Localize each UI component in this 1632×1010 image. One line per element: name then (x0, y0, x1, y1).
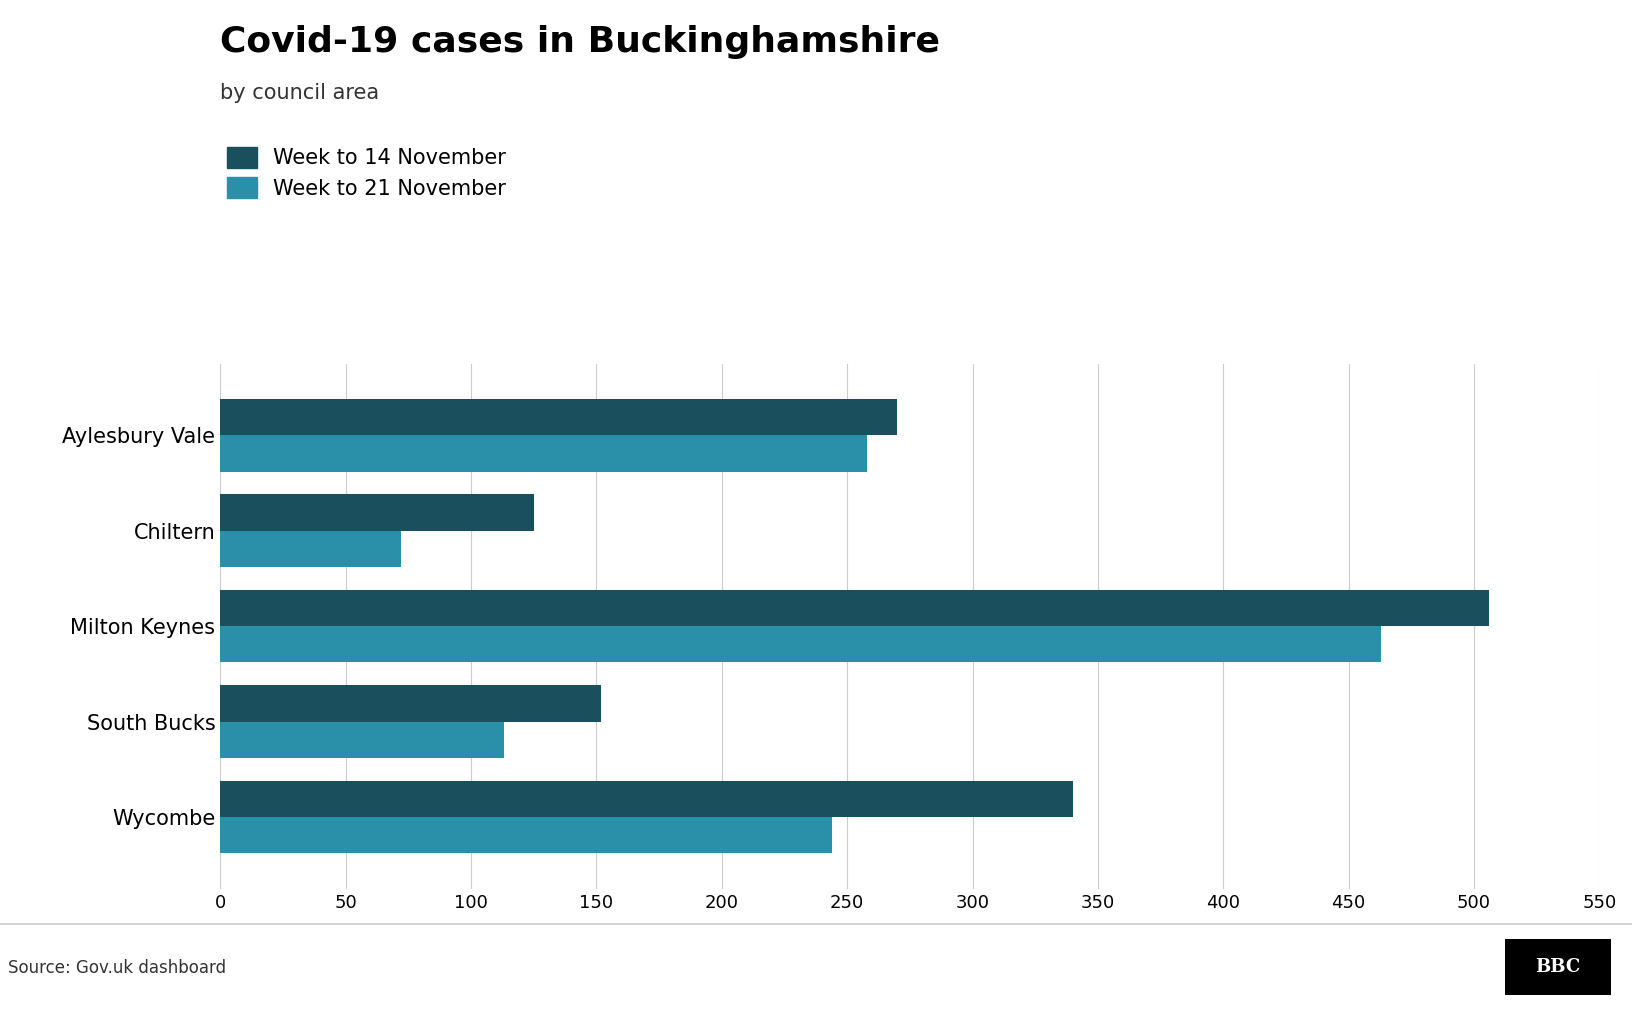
Text: BBC: BBC (1536, 958, 1580, 976)
Bar (220, 590, 1488, 626)
Bar (220, 626, 1381, 663)
Bar (220, 686, 602, 722)
Text: Source: Gov.uk dashboard: Source: Gov.uk dashboard (8, 958, 227, 977)
Bar (220, 722, 504, 758)
Bar (220, 530, 401, 567)
Bar (220, 495, 534, 530)
Legend: Week to 14 November, Week to 21 November: Week to 14 November, Week to 21 November (227, 146, 506, 199)
Bar (220, 435, 867, 472)
Bar (220, 781, 1072, 817)
Bar (220, 399, 898, 435)
Bar (220, 817, 832, 853)
Text: by council area: by council area (220, 83, 380, 103)
Text: Covid-19 cases in Buckinghamshire: Covid-19 cases in Buckinghamshire (220, 25, 940, 60)
